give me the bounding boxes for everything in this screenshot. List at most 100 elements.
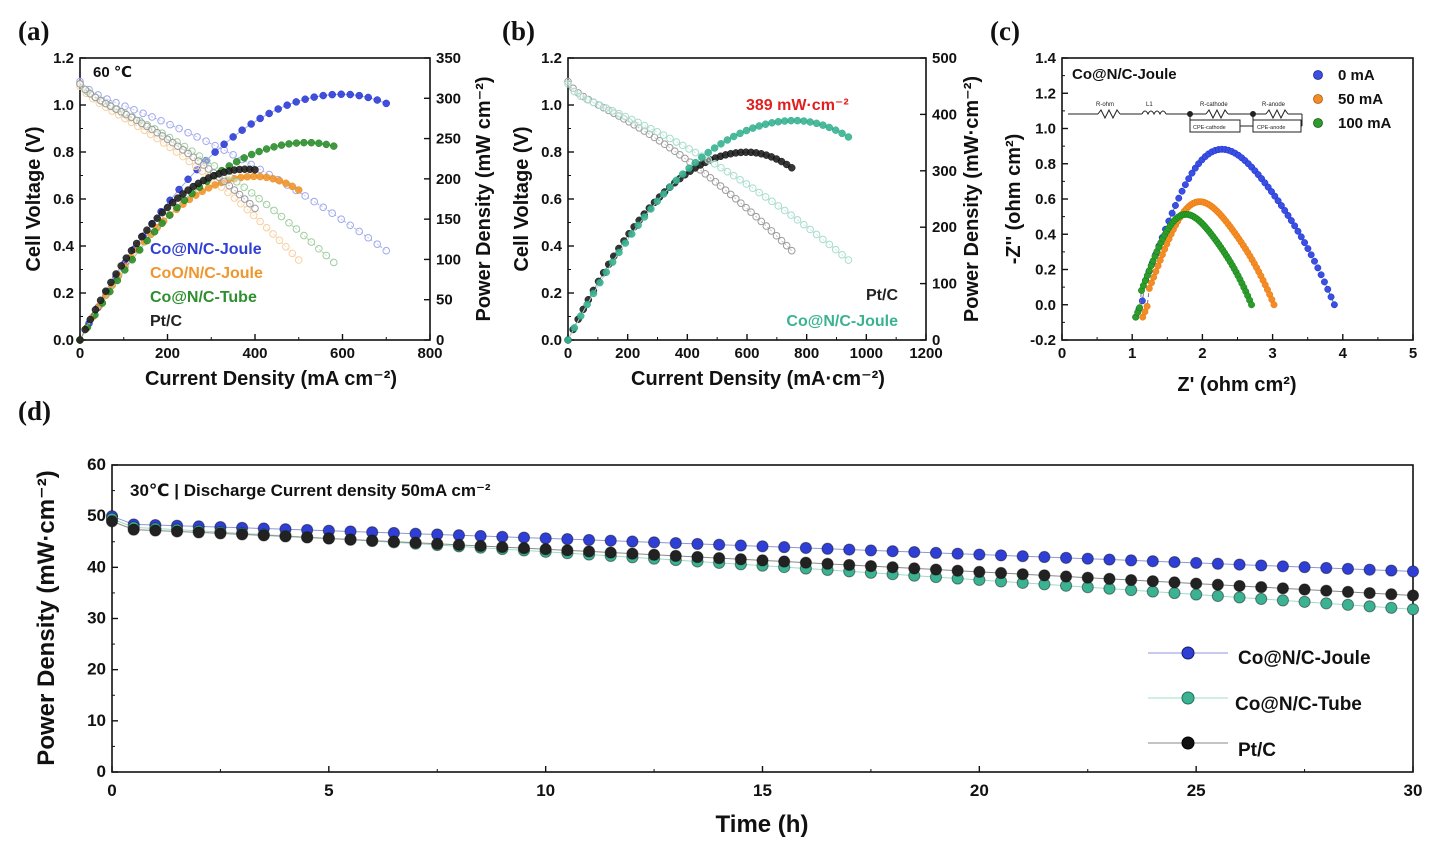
stability-point <box>1168 586 1181 600</box>
power-point <box>729 132 738 141</box>
stability-point <box>691 537 704 551</box>
panel-d-xlabel: Time (h) <box>716 811 809 838</box>
eis-point <box>1274 197 1282 205</box>
power-point <box>251 166 259 174</box>
voltage-point <box>225 181 234 190</box>
power-point <box>255 147 263 156</box>
stability-point <box>626 535 639 548</box>
panel-d-label: (d) <box>18 396 51 426</box>
power-point <box>158 208 167 217</box>
power-point <box>150 227 159 236</box>
panel-b-xlabel: Current Density (mA·cm⁻²) <box>631 368 885 390</box>
circuit-resistor-anode <box>1265 108 1289 120</box>
power-point <box>138 232 146 241</box>
y-tick-label: 1.0 <box>1035 121 1056 138</box>
power-point <box>91 305 100 314</box>
y-right-tick-label: 500 <box>932 50 957 67</box>
power-point <box>634 221 642 230</box>
voltage-point <box>373 240 382 248</box>
voltage-point <box>130 105 138 114</box>
power-point <box>247 120 255 128</box>
panel-d-condition: 30℃ | Discharge Current density 50mA cm⁻… <box>130 481 491 500</box>
stability-point <box>1406 565 1420 578</box>
voltage-point <box>596 101 604 110</box>
stability-point <box>604 534 617 547</box>
eis-point <box>1284 211 1292 219</box>
stability-point <box>647 536 661 549</box>
y-right-tick-label: 350 <box>436 50 461 67</box>
eis-point <box>1138 297 1146 305</box>
power-point <box>180 196 189 205</box>
stability-point <box>843 543 856 556</box>
voltage-point <box>382 246 391 255</box>
power-point <box>262 145 271 153</box>
power-point <box>256 172 264 181</box>
power-point <box>596 278 604 287</box>
stability-point <box>1190 588 1203 601</box>
power-point <box>666 183 674 191</box>
stability-point <box>539 543 552 556</box>
voltage-point <box>179 146 187 154</box>
power-point <box>793 116 802 125</box>
voltage-line-1 <box>79 85 300 261</box>
power-point <box>761 120 770 128</box>
eis-point <box>1136 304 1144 312</box>
stability-point <box>778 541 791 554</box>
panel-d: (d) 0 5 10 15 20 25 30 0 10 20 30 40 50 60 30℃ | Disc… <box>18 396 1422 838</box>
y-tick-label: 60 <box>87 455 106 474</box>
circuit-inductor <box>1141 110 1167 116</box>
y-tick-label: 0.0 <box>1035 297 1056 314</box>
power-point <box>220 140 228 148</box>
eis-point <box>1248 301 1255 309</box>
voltage-point <box>583 95 591 104</box>
stability-point <box>713 552 726 565</box>
stability-point <box>886 545 899 558</box>
power-point <box>373 96 381 104</box>
voltage-point <box>602 104 611 112</box>
x-tick-label: 400 <box>675 345 700 362</box>
stability-point <box>994 566 1008 580</box>
power-point <box>788 164 796 172</box>
power-point <box>122 254 131 262</box>
stability-point <box>170 525 184 538</box>
stability-point <box>1211 578 1224 591</box>
power-point <box>355 91 363 100</box>
stability-point <box>908 545 921 559</box>
power-point <box>653 197 661 206</box>
y-tick-label: 40 <box>87 557 106 576</box>
y-tick-label: 1.0 <box>53 97 74 114</box>
y-tick-label: 0.6 <box>1035 191 1056 208</box>
voltage-point <box>701 170 710 178</box>
voltage-point <box>198 167 207 176</box>
stability-point <box>713 538 726 551</box>
x-tick-label: 1000 <box>850 345 883 362</box>
stability-point <box>843 558 856 572</box>
power-point <box>204 184 213 192</box>
eis-point <box>1301 239 1309 247</box>
voltage-point <box>220 177 228 186</box>
power-point <box>158 219 166 227</box>
power-point <box>382 99 390 108</box>
voltage-point <box>721 186 730 194</box>
voltage-point <box>224 188 232 197</box>
voltage-point <box>768 197 776 206</box>
stability-point <box>279 530 292 543</box>
power-point <box>328 90 336 99</box>
stability-point <box>1103 572 1116 585</box>
power-point <box>678 170 687 178</box>
power-point <box>330 142 338 150</box>
voltage-point <box>812 230 821 239</box>
power-point <box>163 203 172 212</box>
power-point <box>101 287 110 295</box>
power-point <box>844 133 853 141</box>
voltage-point <box>825 240 834 249</box>
voltage-point <box>328 209 337 218</box>
voltage-point <box>640 121 649 130</box>
panel-c-sample-label: Co@N/C-Joule <box>1072 66 1177 83</box>
panel-b-peak-annotation: 389 mW·cm⁻² <box>746 97 849 114</box>
stability-point <box>1211 589 1224 603</box>
panel-a-label: (a) <box>18 16 49 46</box>
panel-b-series <box>564 77 853 344</box>
power-point <box>838 129 846 138</box>
power-point <box>627 230 636 238</box>
